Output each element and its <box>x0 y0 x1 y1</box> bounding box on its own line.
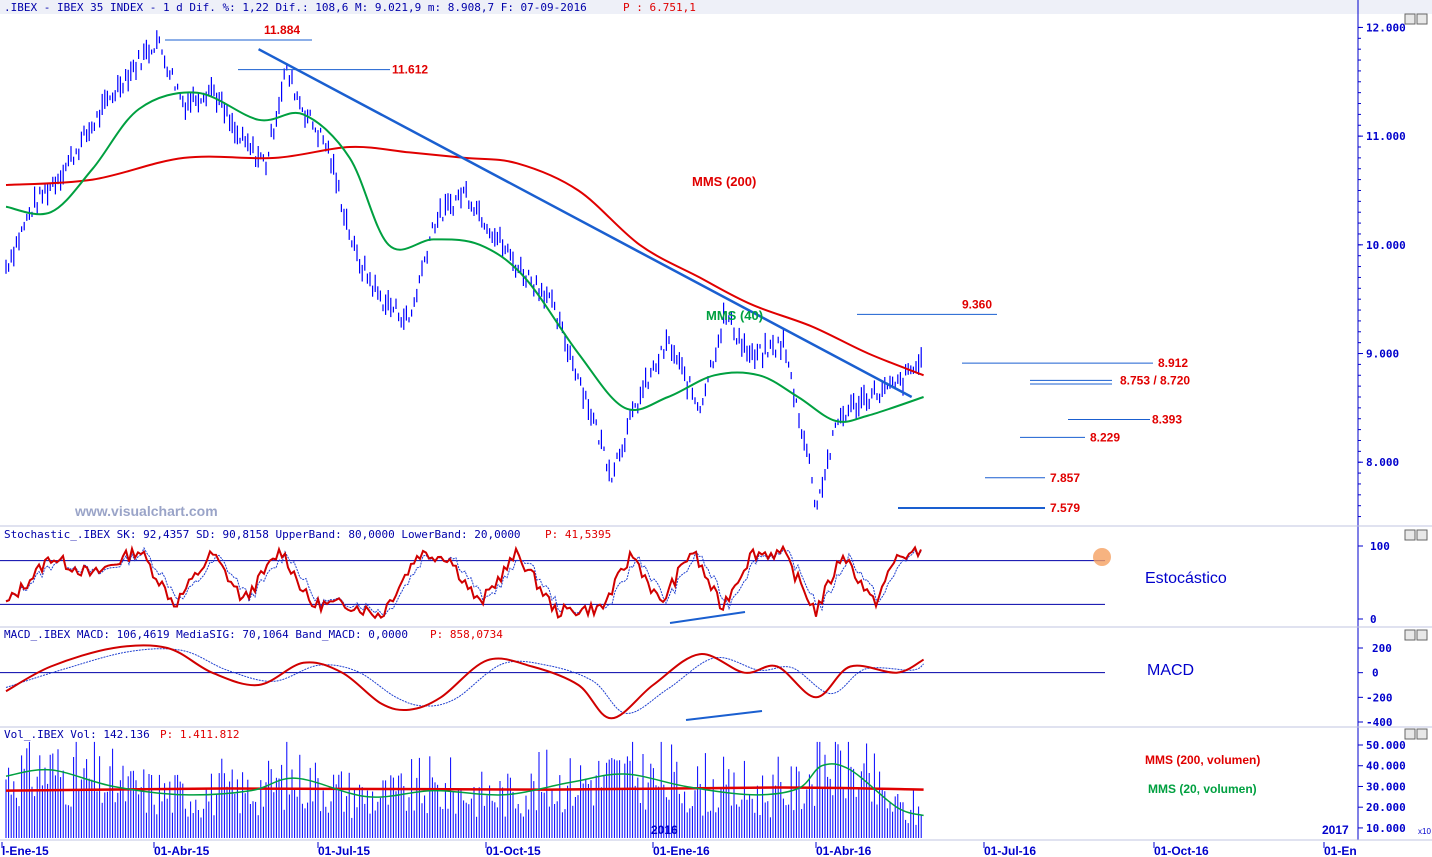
macd-minimize-button[interactable] <box>1404 629 1416 641</box>
stoch-header-p: P: 41,5395 <box>545 528 611 541</box>
mms40-label: MMS (40) <box>706 308 763 323</box>
price-header-bar <box>0 0 1432 14</box>
x-tick-label: 01-Jul-16 <box>984 844 1036 857</box>
estocastico-label: Estocástico <box>1145 570 1227 587</box>
corner-scale: x10 <box>1418 827 1431 836</box>
vol-tick-label: 30.000 <box>1366 780 1406 793</box>
x-tick-label: 01-En <box>1324 844 1357 857</box>
price-tick-label: 12.000 <box>1366 21 1406 34</box>
x-tick-label: 01-Oct-15 <box>486 844 541 857</box>
level-label: 7.579 <box>1050 501 1080 515</box>
level-label: 8.229 <box>1090 430 1120 444</box>
stoch-divergence-line <box>669 611 746 624</box>
macd-signal-line <box>5 648 924 714</box>
x-tick-label: 01-Oct-16 <box>1154 844 1209 857</box>
macd-label: MACD <box>1147 662 1194 679</box>
level-label: 9.360 <box>962 297 992 311</box>
price-bars <box>5 30 922 510</box>
volume-bars <box>5 741 922 838</box>
stoch-tick-label: 100 <box>1370 540 1390 553</box>
vol-minimize-button[interactable] <box>1404 728 1416 740</box>
x-tick-label: 01-Abr-15 <box>154 844 210 857</box>
macd-line <box>5 644 925 720</box>
macd-tick-label: -400 <box>1366 716 1393 729</box>
vol-mms20-label: MMS (20, volumen) <box>1148 782 1257 796</box>
macd-maximize-button[interactable] <box>1416 629 1428 641</box>
year-marker: 2016 <box>651 823 678 837</box>
x-tick-label: 01-Abr-16 <box>816 844 872 857</box>
price-tick-label: 11.000 <box>1366 130 1406 143</box>
stoch-sk-line <box>5 544 922 620</box>
vol-tick-label: 40.000 <box>1366 760 1406 773</box>
stochastic-panel: 100 0 <box>0 540 1390 626</box>
level-label: 11.884 <box>264 23 300 37</box>
level-label: 8.753 / 8.720 <box>1120 373 1190 387</box>
level-label: 11.612 <box>392 63 428 77</box>
vol-tick-label: 50.000 <box>1366 739 1406 752</box>
macd-panel: 200 0 -200 -400 <box>0 642 1393 729</box>
price-header-p: P : 6.751,1 <box>623 1 696 14</box>
macd-header: MACD_.IBEX MACD: 106,4619 MediaSIG: 70,1… <box>4 628 408 641</box>
trend-line <box>257 48 913 399</box>
vol-mms20-line <box>5 763 924 817</box>
price-tick-label: 10.000 <box>1366 239 1406 252</box>
mms200-line <box>5 145 924 377</box>
price-minimize-button[interactable] <box>1404 13 1416 25</box>
mms40-line <box>5 91 924 423</box>
mms200-label: MMS (200) <box>692 174 756 189</box>
stoch-maximize-button[interactable] <box>1416 529 1428 541</box>
level-label: 8.393 <box>1152 413 1182 427</box>
price-panel: 12.000 11.000 10.000 9.000 8.000 11.884 11.612… <box>5 21 1406 518</box>
vol-tick-label: 20.000 <box>1366 801 1406 814</box>
level-label: 7.857 <box>1050 471 1080 485</box>
macd-divergence-line <box>685 710 763 721</box>
stoch-highlight-marker <box>1093 548 1111 566</box>
level-label: 8.912 <box>1158 356 1188 370</box>
x-tick-label: l-Ene-15 <box>2 844 49 857</box>
vol-mms200-label: MMS (200, volumen) <box>1145 753 1260 767</box>
price-tick-label: 9.000 <box>1366 348 1399 361</box>
x-tick-label: 01-Ene-16 <box>653 844 710 857</box>
vol-header: Vol_.IBEX Vol: 142.136 <box>4 728 150 741</box>
stoch-tick-label: 0 <box>1370 613 1377 626</box>
year-corner: 2017 <box>1322 823 1349 837</box>
watermark: www.visualchart.com <box>74 503 218 519</box>
macd-header-p: P: 858,0734 <box>430 628 503 641</box>
macd-tick-label: -200 <box>1366 691 1393 704</box>
stoch-header: Stochastic_.IBEX SK: 92,4357 SD: 90,8158… <box>4 528 521 541</box>
volume-panel: 50.000 40.000 30.000 20.000 10.000 <box>5 739 1406 838</box>
price-maximize-button[interactable] <box>1416 13 1428 25</box>
vol-tick-label: 10.000 <box>1366 822 1406 835</box>
macd-tick-label: 200 <box>1372 642 1392 655</box>
price-header: .IBEX - IBEX 35 INDEX - 1 d Dif. %: 1,22… <box>4 1 587 14</box>
vol-header-p: P: 1.411.812 <box>160 728 239 741</box>
macd-tick-label: 0 <box>1372 667 1379 680</box>
price-tick-label: 8.000 <box>1366 456 1399 469</box>
x-tick-label: 01-Jul-15 <box>318 844 370 857</box>
vol-maximize-button[interactable] <box>1416 728 1428 740</box>
stoch-minimize-button[interactable] <box>1404 529 1416 541</box>
